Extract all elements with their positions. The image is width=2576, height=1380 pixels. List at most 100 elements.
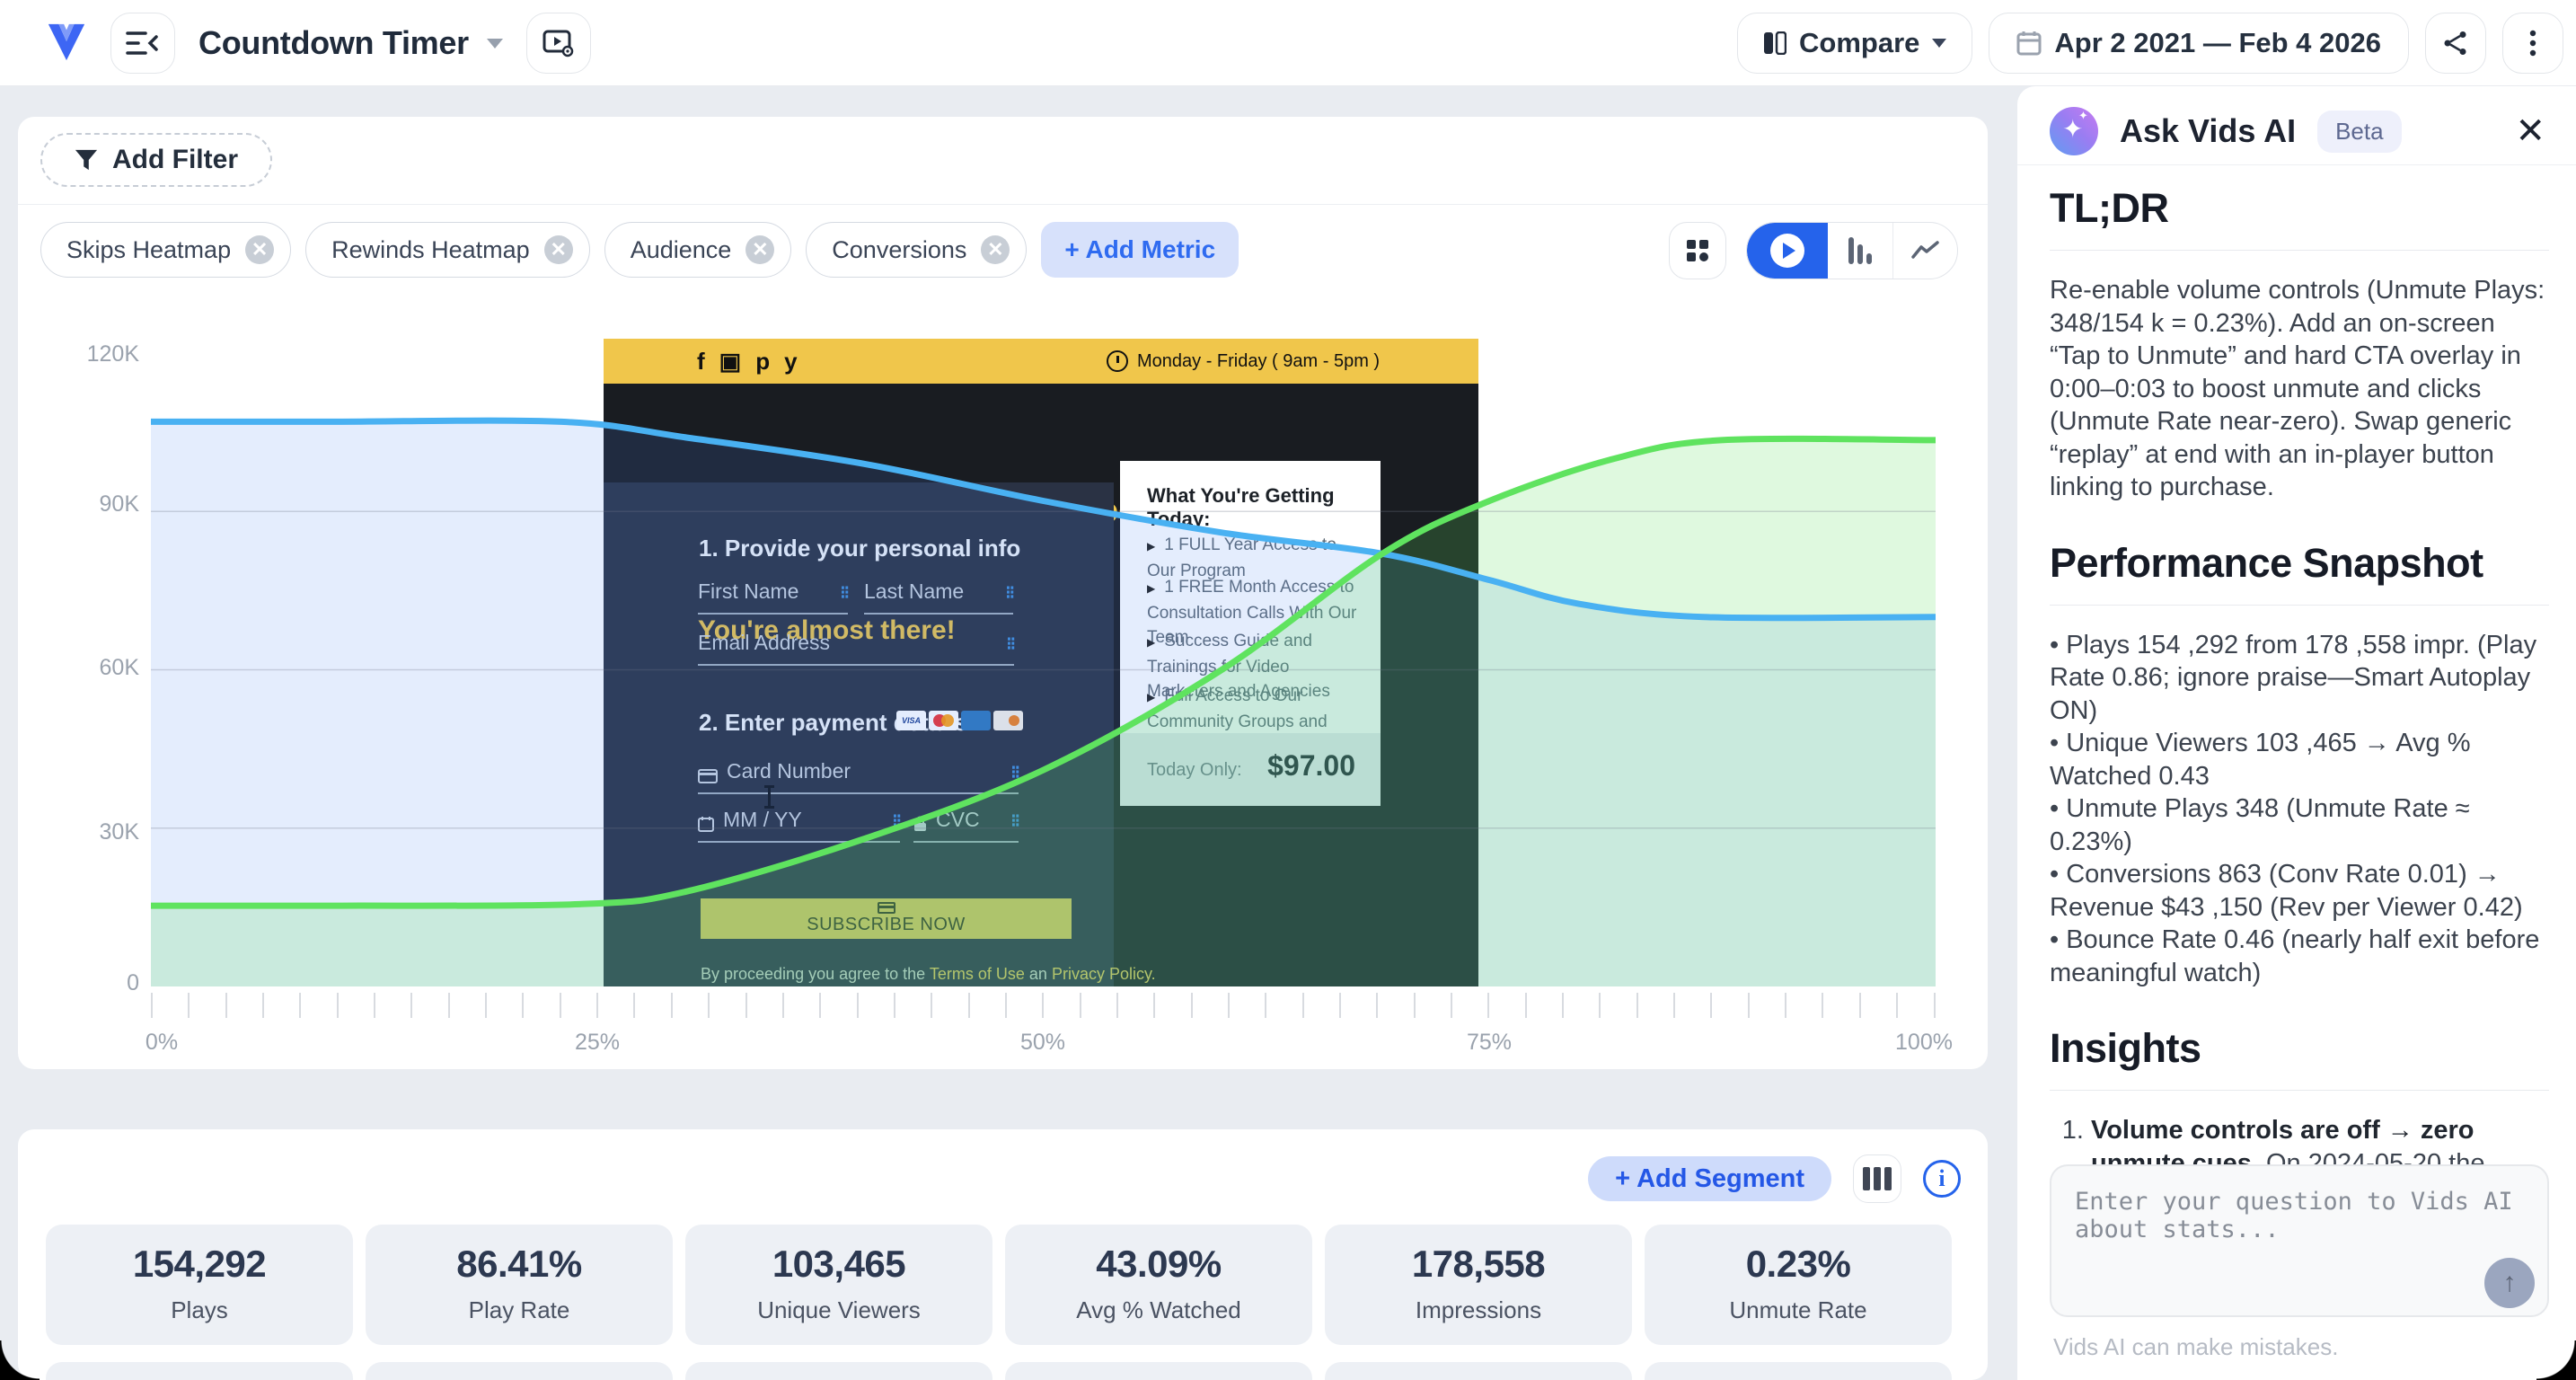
price-value: $97.00	[1267, 749, 1355, 782]
autofill-icon: ⁝⁝	[1010, 763, 1020, 783]
next-row-preview	[46, 1362, 1952, 1380]
autofill-icon: ⁝⁝	[1010, 811, 1020, 831]
divider	[2050, 1090, 2549, 1091]
snapshot-heading: Performance Snapshot	[2050, 539, 2483, 586]
card-number-field: Card Number ⁝⁝	[698, 759, 1020, 794]
terms-text: By proceeding you agree to the Terms of …	[701, 965, 1156, 983]
bar-view-toggle[interactable]	[1828, 223, 1892, 279]
email-field: Email Address ⁝⁝	[698, 631, 1016, 666]
video-title-dropdown[interactable]: Countdown Timer	[198, 24, 503, 62]
ai-disclaimer: Vids AI can make mistakes.	[2053, 1333, 2339, 1360]
video-settings-icon	[543, 30, 574, 58]
snapshot-bullet: • Plays 154 ,292 from 178 ,558 impr. (Pl…	[2050, 630, 2537, 725]
add-metric-label: + Add Metric	[1064, 235, 1216, 263]
vidalytics-logo-icon	[46, 20, 87, 67]
info-icon[interactable]: i	[1923, 1160, 1961, 1198]
grid-view-button[interactable]	[1669, 222, 1726, 279]
date-range-label: Apr 2 2021 — Feb 4 2026	[2054, 27, 2381, 58]
columns-icon	[1863, 1167, 1870, 1190]
twitter-icon: y	[784, 347, 798, 375]
timeline-ruler[interactable]	[151, 992, 1936, 1019]
divider	[18, 204, 1988, 205]
text-cursor	[764, 785, 774, 809]
insights-list: Volume controls are off → zero unmute cu…	[2050, 1114, 2549, 1164]
add-metric-button[interactable]: + Add Metric	[1041, 222, 1239, 278]
chip-skips-heatmap[interactable]: Skips Heatmap ✕	[40, 222, 292, 278]
stat-label: Plays	[171, 1296, 228, 1323]
compare-icon	[1764, 31, 1787, 55]
credit-card-icon	[698, 769, 718, 783]
snapshot-bullet: • Unique Viewers 103 ,465 → Avg % Watche…	[2050, 729, 2471, 791]
columns-button[interactable]	[1853, 1154, 1901, 1203]
ai-question-input[interactable]	[2051, 1166, 2547, 1315]
visa-icon: VISA	[896, 711, 926, 730]
share-button[interactable]	[2425, 13, 2486, 74]
line-chart-icon	[1910, 241, 1939, 259]
close-icon[interactable]: ✕	[2515, 111, 2545, 151]
filter-funnel-icon	[75, 149, 98, 171]
stat-label: Impressions	[1415, 1296, 1542, 1323]
add-filter-button[interactable]: Add Filter	[40, 133, 272, 187]
chip-label: Rewinds Heatmap	[331, 235, 530, 263]
x-axis-tick: 75%	[1466, 1030, 1513, 1055]
bar-chart-icon	[1848, 237, 1872, 264]
add-segment-label: + Add Segment	[1615, 1163, 1804, 1193]
stats-card: + Add Segment i 154,292 Plays 86.41% Play …	[18, 1129, 1988, 1380]
video-settings-button[interactable]	[525, 13, 591, 74]
collapse-sidebar-icon	[126, 31, 158, 55]
chip-audience[interactable]: Audience ✕	[604, 222, 792, 278]
chip-rewinds-heatmap[interactable]: Rewinds Heatmap ✕	[305, 222, 590, 278]
instagram-icon: ▣	[719, 347, 742, 375]
social-icons: f ▣ p y	[697, 339, 798, 384]
y-axis-tick: 0	[127, 970, 139, 995]
subscribe-label: SUBSCRIBE NOW	[807, 915, 966, 934]
tldr-text: Re-enable volume controls (Unmute Plays:…	[2050, 276, 2545, 501]
amex-icon	[961, 711, 991, 730]
first-name-field: First Name ⁝⁝	[698, 579, 850, 615]
ai-question-input-wrap: ↑	[2050, 1164, 2549, 1317]
remove-chip-icon[interactable]: ✕	[543, 235, 573, 264]
y-axis-tick: 90K	[99, 491, 139, 517]
price-label: Today Only:	[1147, 760, 1242, 780]
line-view-toggle[interactable]	[1892, 223, 1957, 279]
terms-link: Terms of Use	[929, 965, 1025, 983]
top-toolbar: Countdown Timer Compare Apr 2 2021 — Feb…	[0, 0, 2576, 86]
remove-chip-icon[interactable]: ✕	[745, 235, 775, 264]
chip-label: Skips Heatmap	[66, 235, 232, 263]
autofill-icon: ⁝⁝	[892, 811, 902, 831]
remove-chip-icon[interactable]: ✕	[245, 235, 275, 264]
video-title: Countdown Timer	[198, 24, 469, 61]
calendar-icon	[2016, 31, 2042, 56]
y-axis-tick: 60K	[99, 655, 139, 680]
chip-conversions[interactable]: Conversions ✕	[806, 222, 1028, 278]
send-button[interactable]: ↑	[2484, 1258, 2535, 1308]
stat-cards-row: 154,292 Plays 86.41% Play Rate 103,465 Uniq…	[46, 1225, 1952, 1345]
chart-view-toggle	[1746, 222, 1958, 279]
cvc-field: CVC ⁝⁝	[913, 808, 1020, 843]
stat-label: Unmute Rate	[1729, 1296, 1867, 1323]
payment-method-icons: VISA	[896, 711, 1023, 730]
add-segment-button[interactable]: + Add Segment	[1588, 1156, 1831, 1201]
chip-label: Conversions	[832, 235, 967, 263]
insights-heading: Insights	[2050, 1025, 2201, 1071]
stat-value: 103,465	[772, 1243, 906, 1285]
remove-chip-icon[interactable]: ✕	[981, 235, 1010, 264]
compare-button[interactable]: Compare	[1737, 13, 1973, 74]
kebab-menu-icon	[2529, 30, 2536, 57]
x-axis-tick: 0%	[145, 1030, 179, 1055]
snapshot-bullet: • Bounce Rate 0.46 (nearly half exit bef…	[2050, 925, 2540, 987]
credit-card-icon	[877, 902, 895, 914]
clock-icon	[1107, 350, 1128, 372]
x-axis-tick: 100%	[1895, 1030, 1953, 1055]
stat-avg-watched: 43.09% Avg % Watched	[1005, 1225, 1312, 1345]
last-name-field: Last Name ⁝⁝	[864, 579, 1015, 615]
more-menu-button[interactable]	[2502, 13, 2563, 74]
stat-value: 43.09%	[1096, 1243, 1222, 1285]
stat-impressions: 178,558 Impressions	[1325, 1225, 1632, 1345]
stat-unique-viewers: 103,465 Unique Viewers	[685, 1225, 992, 1345]
collapse-sidebar-button[interactable]	[110, 13, 175, 74]
date-range-button[interactable]: Apr 2 2021 — Feb 4 2026	[1989, 13, 2409, 74]
stat-value: 86.41%	[456, 1243, 582, 1285]
play-icon	[1770, 234, 1804, 268]
video-view-toggle[interactable]	[1747, 223, 1828, 279]
